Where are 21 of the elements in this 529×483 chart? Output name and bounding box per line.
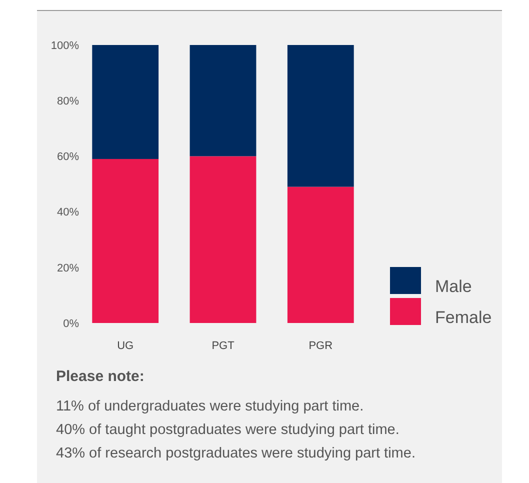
bar — [92, 158, 159, 323]
text: Please note: — [56, 368, 144, 385]
bar — [287, 45, 354, 187]
bar — [92, 45, 159, 159]
y-tick-label: 20% — [56, 262, 80, 274]
x-tick-label: UG — [117, 340, 134, 352]
y-tick-label: 80% — [56, 95, 80, 108]
y-tick-label: 40% — [56, 206, 80, 219]
y-tick-label: 60% — [56, 151, 80, 164]
legend-label: Male — [435, 276, 472, 296]
x-tick-label: PGR — [308, 340, 333, 352]
legend-label: Female — [435, 308, 492, 327]
text: 11% of undergraduates were studying part time. — [56, 398, 364, 414]
y-tick-label: 100% — [50, 40, 80, 52]
text: 43% of research postgraduates were studying part time. — [56, 446, 416, 462]
y-tick-label: 0% — [63, 318, 80, 330]
bar — [190, 156, 256, 323]
bar — [190, 45, 256, 156]
text: 40% of taught postgraduates were studying part time. — [56, 422, 400, 438]
bar — [287, 186, 354, 323]
x-tick-label: PGT — [212, 340, 235, 352]
